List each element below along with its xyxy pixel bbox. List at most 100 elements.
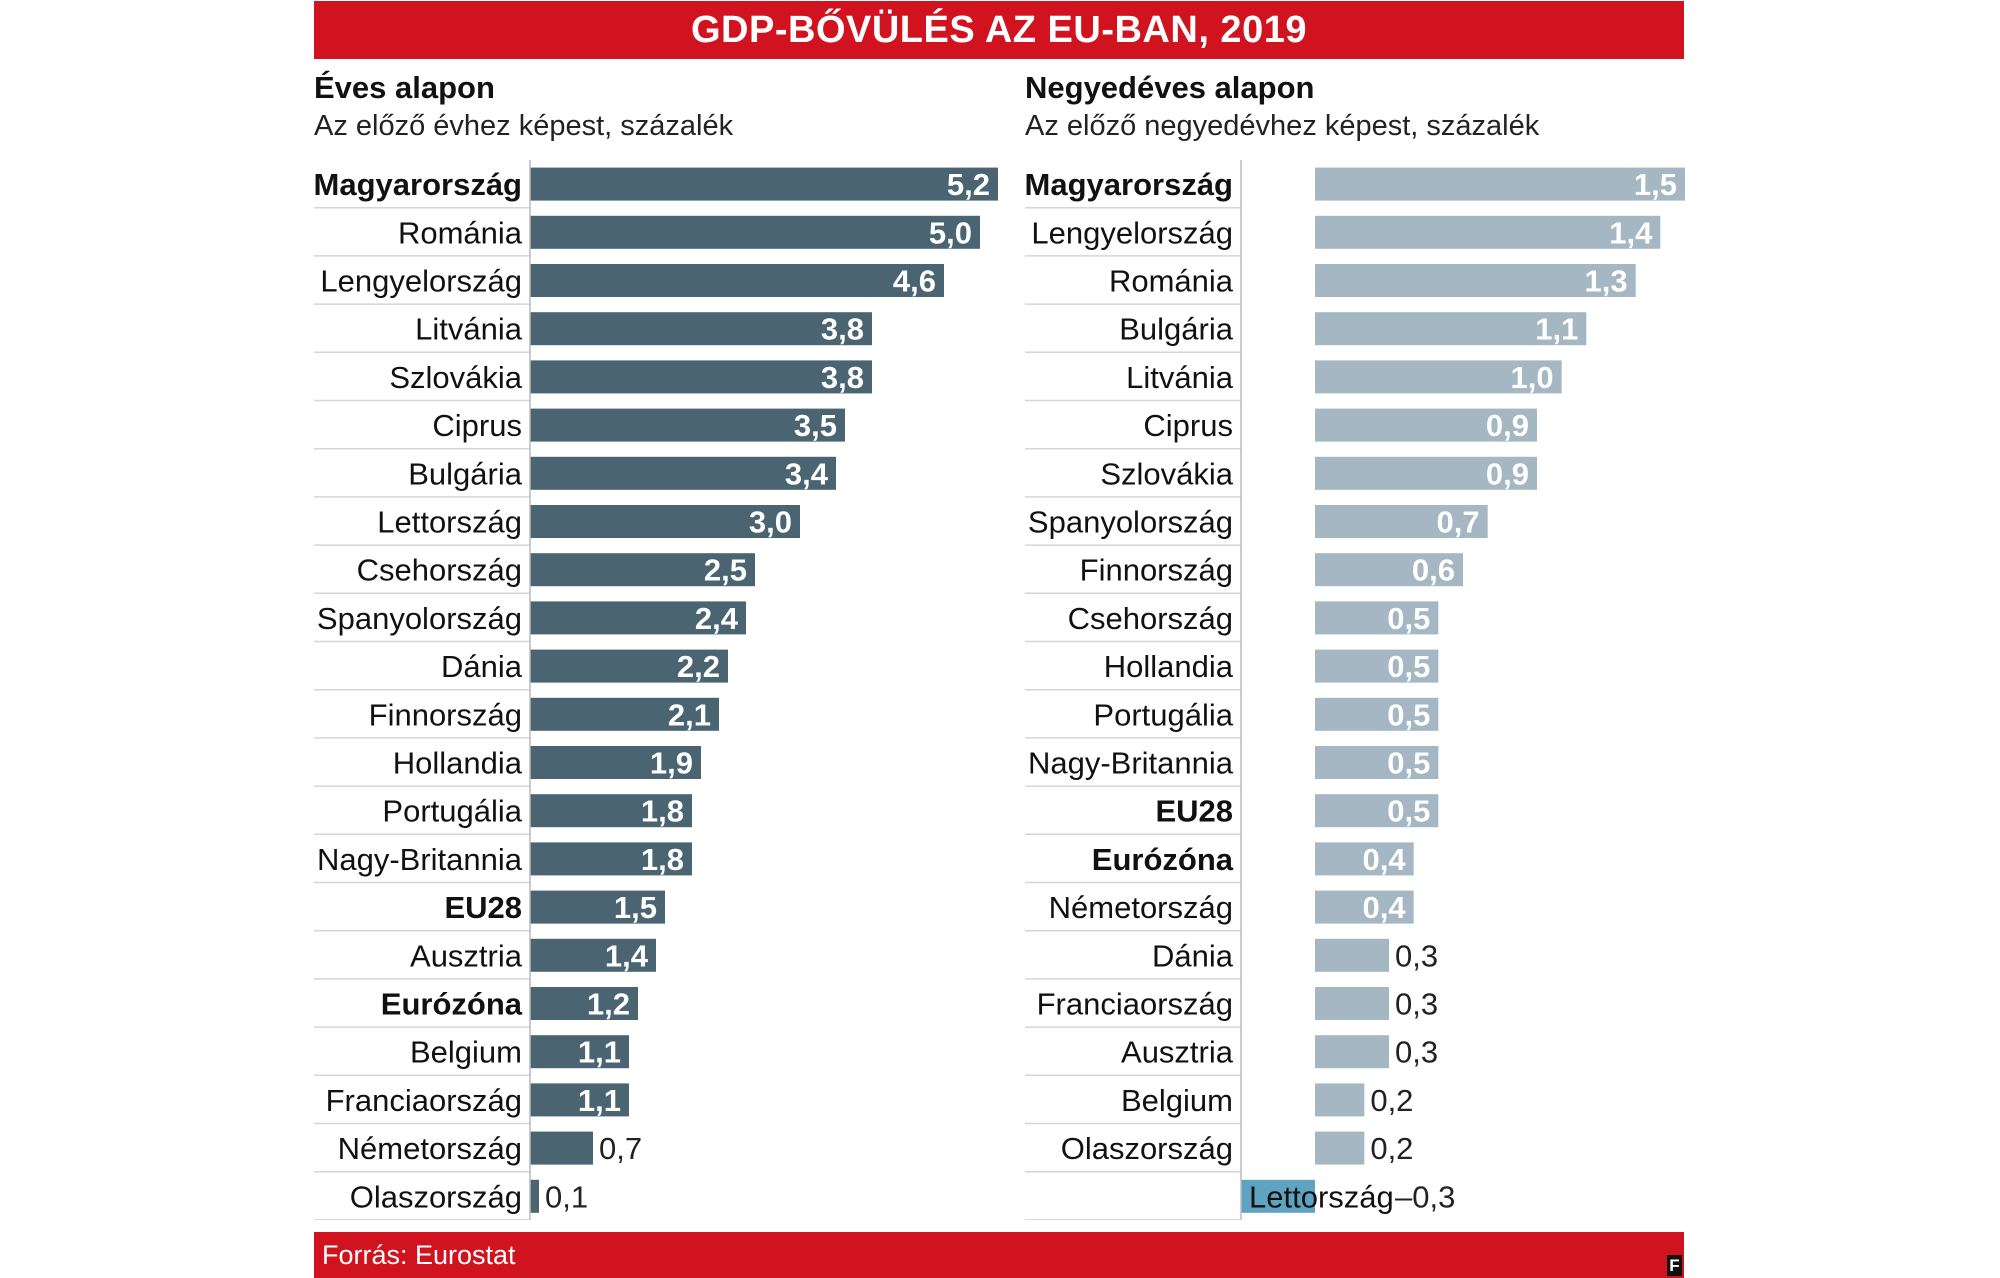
value-label-magyarorszag: 1,5 bbox=[1634, 167, 1677, 202]
category-label-franciaorszag: Franciaország bbox=[326, 1083, 522, 1118]
bar-ausztria bbox=[530, 938, 656, 972]
value-label-eurozona: 1,2 bbox=[587, 987, 630, 1022]
category-label-nagy-britannia: Nagy-Britannia bbox=[1028, 746, 1234, 781]
category-label-ausztria: Ausztria bbox=[410, 938, 523, 973]
category-label-portugalia: Portugália bbox=[1093, 697, 1233, 732]
value-label-portugalia: 0,5 bbox=[1387, 697, 1430, 732]
value-label-portugalia: 1,8 bbox=[641, 794, 684, 829]
bar-szlovakia bbox=[530, 360, 872, 394]
category-label-belgium: Belgium bbox=[1121, 1083, 1233, 1118]
value-label-nagy-britannia: 0,5 bbox=[1387, 746, 1430, 781]
annual-bar-chart: 5,2 Magyarország 5,0 Románia 4,6 Lengyelorszá… bbox=[314, 160, 998, 1220]
category-label-spanyolorszag: Spanyolország bbox=[1028, 505, 1233, 540]
category-label-spanyolorszag: Spanyolország bbox=[317, 601, 522, 636]
value-label-belgium: 1,1 bbox=[578, 1035, 621, 1070]
category-label-belgium: Belgium bbox=[410, 1035, 522, 1070]
category-label-nemetorszag: Németország bbox=[338, 1131, 522, 1166]
quarterly-panel-title: Negyedéves alapon bbox=[1025, 70, 1315, 105]
quarterly-bar-chart: 1,5 Magyarország 1,4 Lengyelország 1,3 Románi… bbox=[1025, 160, 1685, 1220]
bar-lengyelorszag bbox=[530, 264, 944, 297]
value-label-bulgaria: 3,4 bbox=[785, 456, 829, 491]
value-label-olaszorszag: 0,2 bbox=[1370, 1131, 1413, 1166]
category-label-bulgaria: Bulgária bbox=[1119, 312, 1233, 347]
value-label-romania: 1,3 bbox=[1585, 264, 1628, 299]
category-label-litvania: Litvánia bbox=[415, 312, 523, 347]
bar-lettorszag bbox=[530, 505, 800, 538]
bar-bulgaria bbox=[530, 456, 836, 490]
value-label-finnorszag: 2,1 bbox=[668, 697, 711, 732]
category-label-litvania: Litvánia bbox=[1126, 360, 1234, 395]
category-label-szlovakia: Szlovákia bbox=[1100, 456, 1233, 491]
value-label-litvania: 3,8 bbox=[821, 312, 864, 347]
bar-dania bbox=[530, 649, 728, 683]
bar-szlovakia bbox=[1315, 456, 1537, 490]
bar-csehorszag bbox=[1315, 601, 1439, 635]
value-label-csehorszag: 2,5 bbox=[704, 553, 747, 588]
chart-header-title: GDP-BŐVÜLÉS AZ EU-BAN, 2019 bbox=[314, 1, 1684, 59]
bar-litvania bbox=[1315, 360, 1562, 394]
value-label-lengyelorszag: 1,4 bbox=[1609, 215, 1653, 250]
value-label-hollandia: 1,9 bbox=[650, 746, 693, 781]
bar-portugalia bbox=[530, 794, 692, 828]
bar-belgium bbox=[1315, 1083, 1365, 1117]
category-label-nagy-britannia: Nagy-Britannia bbox=[317, 842, 523, 877]
bar-belgium bbox=[530, 1035, 629, 1069]
bar-franciaorszag bbox=[1315, 987, 1389, 1020]
bar-dania bbox=[1315, 938, 1389, 972]
category-label-olaszorszag: Olaszország bbox=[1061, 1131, 1233, 1166]
source-note: Forrás: Eurostat bbox=[322, 1240, 516, 1270]
bar-hollandia bbox=[530, 746, 701, 779]
category-label-hollandia: Hollandia bbox=[1104, 649, 1234, 684]
footer-bar: Forrás: Eurostat bbox=[314, 1232, 1684, 1278]
value-label-magyarorszag: 5,2 bbox=[947, 167, 990, 202]
bar-franciaorszag bbox=[530, 1083, 629, 1117]
category-label-eurozona: Eurózóna bbox=[1092, 842, 1234, 877]
value-label-eurozona: 0,4 bbox=[1363, 842, 1407, 877]
value-label-spanyolorszag: 2,4 bbox=[695, 601, 739, 636]
category-label-portugalia: Portugália bbox=[382, 794, 522, 829]
category-label-eu28: EU28 bbox=[1155, 794, 1233, 829]
category-label-franciaorszag: Franciaország bbox=[1037, 987, 1233, 1022]
category-label-romania: Románia bbox=[398, 215, 523, 250]
category-label-ciprus: Ciprus bbox=[432, 408, 522, 443]
bar-olaszorszag bbox=[530, 1179, 539, 1213]
bar-ausztria bbox=[1315, 1035, 1389, 1069]
bar-romania bbox=[530, 215, 980, 249]
value-label-lengyelorszag: 4,6 bbox=[893, 264, 936, 299]
value-label-ciprus: 0,9 bbox=[1486, 408, 1529, 443]
value-label-nemetorszag: 0,7 bbox=[599, 1131, 642, 1166]
bar-litvania bbox=[530, 312, 872, 346]
bar-spanyolorszag bbox=[1315, 505, 1488, 538]
value-label-franciaorszag: 0,3 bbox=[1395, 987, 1438, 1022]
bar-finnorszag bbox=[1315, 553, 1463, 587]
category-label-olaszorszag: Olaszország bbox=[350, 1179, 522, 1214]
value-label-dania: 2,2 bbox=[677, 649, 720, 684]
bar-ciprus bbox=[1315, 408, 1537, 442]
category-label-bulgaria: Bulgária bbox=[408, 456, 522, 491]
category-label-lengyelorszag: Lengyelország bbox=[1031, 215, 1233, 250]
category-label-dania: Dánia bbox=[1152, 938, 1234, 973]
category-label-nemetorszag: Németország bbox=[1049, 890, 1233, 925]
category-label-csehorszag: Csehország bbox=[357, 553, 522, 588]
bar-eu28 bbox=[1315, 794, 1439, 828]
quarterly-panel-subtitle: Az előző negyedévhez képest, százalék bbox=[1025, 110, 1540, 142]
value-label-dania: 0,3 bbox=[1395, 938, 1438, 973]
bar-eurozona bbox=[1315, 842, 1414, 876]
bar-magyarorszag bbox=[1315, 167, 1685, 201]
value-label-litvania: 1,0 bbox=[1511, 360, 1554, 395]
value-label-franciaorszag: 1,1 bbox=[578, 1083, 621, 1118]
value-label-szlovakia: 0,9 bbox=[1486, 456, 1529, 491]
value-label-nemetorszag: 0,4 bbox=[1363, 890, 1407, 925]
category-label-csehorszag: Csehország bbox=[1068, 601, 1233, 636]
value-label-spanyolorszag: 0,7 bbox=[1437, 505, 1480, 540]
bar-bulgaria bbox=[1315, 312, 1587, 346]
value-label-nagy-britannia: 1,8 bbox=[641, 842, 684, 877]
bar-romania bbox=[1315, 264, 1636, 297]
bar-lettorszag bbox=[1241, 1179, 1315, 1213]
category-label-finnorszag: Finnország bbox=[1080, 553, 1233, 588]
value-label-romania: 5,0 bbox=[929, 215, 972, 250]
bar-hollandia bbox=[1315, 649, 1439, 683]
category-label-magyarorszag: Magyarország bbox=[1025, 167, 1233, 202]
value-label-csehorszag: 0,5 bbox=[1387, 601, 1430, 636]
annual-panel-subtitle: Az előző évhez képest, százalék bbox=[314, 110, 734, 142]
